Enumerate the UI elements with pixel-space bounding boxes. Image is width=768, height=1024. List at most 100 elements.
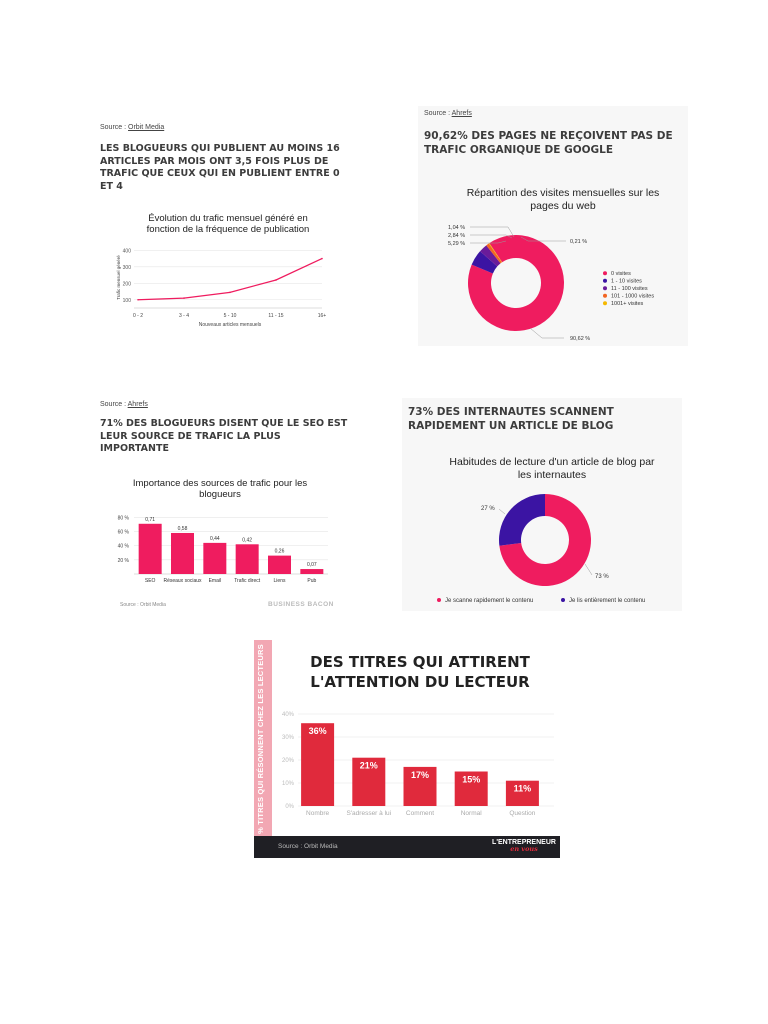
x-tick-label: Pub xyxy=(307,578,316,584)
leader-line xyxy=(520,236,566,242)
y-tick-label: 100 xyxy=(123,298,132,304)
leader-line xyxy=(470,240,507,244)
bar xyxy=(235,544,259,574)
slice-label: 90,62 % xyxy=(570,336,590,342)
source-link[interactable]: Ahrefs xyxy=(127,401,148,408)
panel-titles: % TITRES QUI RÉSONNENT CHEZ LES LECTEURS… xyxy=(254,640,560,858)
y-axis-title: Trafic mensuel généré xyxy=(116,255,121,300)
y-tick-label: 200 xyxy=(123,281,132,287)
legend-marker xyxy=(603,286,607,291)
legend-label: 1001+ visites xyxy=(611,301,644,307)
y-tick-label: 40 % xyxy=(118,544,130,550)
donut-slice xyxy=(488,243,503,263)
donut-slice xyxy=(471,251,498,274)
bar-value-label: 0,44 xyxy=(210,536,220,542)
legend-marker xyxy=(561,598,565,602)
legend-marker xyxy=(603,301,607,306)
donut-slice xyxy=(486,243,502,264)
donut-slice xyxy=(480,245,501,267)
x-tick-label: Comment xyxy=(406,810,434,817)
leader-line xyxy=(498,508,506,515)
y-tick-label: 300 xyxy=(123,265,132,271)
x-tick-label: 16+ xyxy=(318,313,327,319)
bar-value-label: 0,26 xyxy=(275,549,285,555)
bar-value-label: 21% xyxy=(360,761,378,771)
slice-label: 1,04 % xyxy=(448,225,465,231)
bar-value-label: 11% xyxy=(514,784,532,794)
bar-value-label: 0,42 xyxy=(242,537,252,543)
bar xyxy=(171,532,194,574)
leader-line xyxy=(470,226,515,238)
bar-chart: 20 % 40 % 60 % 80 % 0,71 SEO 0,58 Réseaux socia… xyxy=(118,515,328,584)
x-tick-label: Trafic direct xyxy=(234,578,261,584)
business-bacon-logo: BUSINESS BACON xyxy=(268,601,334,608)
donut-slice xyxy=(468,235,564,331)
legend-label: 11 - 100 visites xyxy=(611,286,648,292)
bar xyxy=(268,555,291,574)
bar xyxy=(454,771,488,806)
bar-value-label: 0,58 xyxy=(178,526,188,532)
y-tick-label: 20% xyxy=(282,758,295,764)
panel-page-visits: Source : Ahrefs 90,62% DES PAGES NE REÇO… xyxy=(418,106,688,346)
bar xyxy=(352,757,386,806)
bar-chart: 0% 10% 20% 30% 40% 36% Nombre 21% S'adresser à l… xyxy=(282,712,554,817)
side-band xyxy=(254,640,272,840)
panel-publication-frequency: Source : Orbit Media LES BLOGUEURS QUI P… xyxy=(96,112,340,347)
legend-label: 101 - 1000 visites xyxy=(611,294,654,300)
x-tick-label: Email xyxy=(209,578,222,584)
slice-label: 73 % xyxy=(595,574,609,580)
x-tick-label: SEO xyxy=(145,578,156,584)
legend-label: 1 - 10 visites xyxy=(611,279,642,285)
chart-title: Évolution du trafic mensuel généré en fo… xyxy=(146,213,310,236)
data-point xyxy=(137,298,139,301)
bar xyxy=(403,766,437,806)
leader-line xyxy=(470,234,513,239)
x-tick-label: Normal xyxy=(461,810,483,817)
x-tick-label: Question xyxy=(509,810,535,817)
data-point xyxy=(229,291,231,294)
legend-label: Je lis entièrement le contenu xyxy=(569,598,645,604)
bar-value-label: 0,71 xyxy=(145,517,155,523)
x-tick-label: 0 - 2 xyxy=(133,313,143,319)
source-line: Source : Ahrefs xyxy=(424,110,472,117)
legend-marker xyxy=(603,278,607,283)
data-point xyxy=(183,297,185,299)
donut-slice xyxy=(499,494,591,586)
y-tick-label: 400 xyxy=(123,248,132,254)
x-tick-label: S'adresser à lui xyxy=(346,810,391,817)
bar xyxy=(138,523,162,574)
donut-slice xyxy=(499,494,545,546)
legend-label: 0 visites xyxy=(611,271,631,277)
source-link[interactable]: Ahrefs xyxy=(451,110,472,117)
y-tick-label: 10% xyxy=(282,781,295,787)
slice-label: 5,29 % xyxy=(448,241,465,247)
footer-source: Source : Orbit Media xyxy=(278,843,338,850)
chart-title: Importance des sources de trafic pour le… xyxy=(132,478,308,501)
source-line: Source : Ahrefs xyxy=(100,401,148,408)
x-tick-label: 3 - 4 xyxy=(179,313,189,319)
bar xyxy=(203,542,227,574)
legend-label: Je scanne rapidement le contenu xyxy=(445,598,533,604)
y-tick-label: 40% xyxy=(282,712,295,718)
slice-label: 0,21 % xyxy=(570,239,587,245)
bar xyxy=(301,723,335,806)
x-tick-label: Liens xyxy=(274,578,286,584)
y-tick-label: 80 % xyxy=(118,515,130,521)
headline: DES TITRES QUI ATTIRENT L'ATTENTION DU L… xyxy=(310,653,530,692)
y-tick-label: 30% xyxy=(282,735,295,741)
donut-chart: 27 % 73 % Je scanne rapidement le contenu J… xyxy=(437,494,645,604)
x-tick-label: 11 - 15 xyxy=(268,313,283,319)
source-link[interactable]: Orbit Media xyxy=(128,124,165,131)
bar-value-label: 0,07 xyxy=(307,562,317,568)
inner-source: Source : Orbit Media xyxy=(120,602,166,608)
bar xyxy=(505,780,539,806)
bar-value-label: 36% xyxy=(309,726,327,736)
panel-traffic-sources: Source : Ahrefs 71% DES BLOGUEURS DISENT… xyxy=(96,398,347,613)
legend-marker xyxy=(437,598,441,602)
bar xyxy=(300,569,324,574)
panel-reading-habits: 73% DES INTERNAUTES SCANNENT RAPIDEMENT … xyxy=(402,398,682,611)
headline: LES BLOGUEURS QUI PUBLIENT AU MOINS 16 A… xyxy=(100,143,340,192)
legend-marker xyxy=(603,293,607,298)
headline: 90,62% DES PAGES NE REÇOIVENT PAS DE TRA… xyxy=(424,130,673,156)
legend-marker xyxy=(603,271,607,276)
